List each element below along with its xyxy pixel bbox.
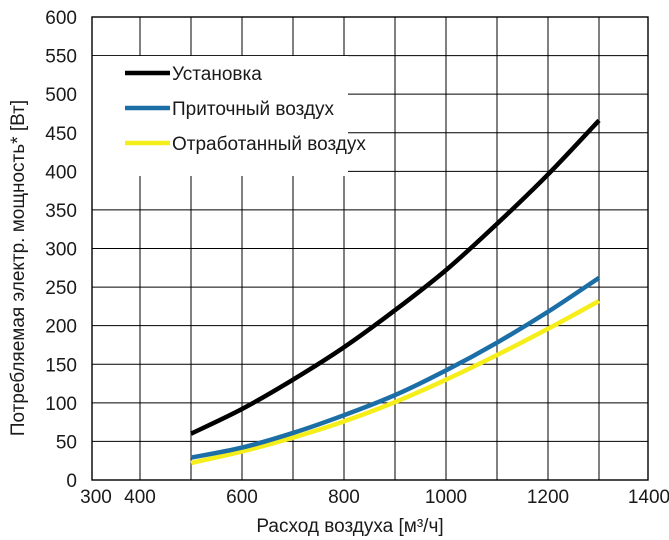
x-tick-label: 1400 <box>628 487 669 508</box>
legend-label-1: Приточный воздух <box>172 99 335 120</box>
legend <box>92 56 348 176</box>
y-tick-label: 200 <box>45 317 77 338</box>
y-tick-label: 550 <box>45 47 77 68</box>
legend-box <box>92 56 348 176</box>
x-tick-label: 800 <box>328 487 360 508</box>
series-line-1 <box>190 275 601 460</box>
legend-label-2: Отработанный воздух <box>172 134 366 155</box>
y-tick-label: 350 <box>45 201 77 222</box>
y-tick-label: 500 <box>45 85 77 106</box>
y-tick-label: 300 <box>45 240 77 261</box>
y-tick-label: 600 <box>45 8 77 29</box>
series-layer <box>190 118 601 466</box>
y-axis-label: Потребляемая электр. мощность* [Вт] <box>8 100 29 436</box>
y-tick-label: 250 <box>45 278 77 299</box>
x-tick-label: 600 <box>226 487 258 508</box>
tick-labels: 0 50 100 150 200 250 300 350 400 450 500 550 600 300 4… <box>45 8 669 508</box>
series-line-0 <box>190 118 601 436</box>
y-tick-label: 100 <box>45 394 77 415</box>
x-tick-label: 400 <box>124 487 156 508</box>
y-tick-label: 50 <box>56 432 77 453</box>
legend-label-0: Установка <box>172 64 262 85</box>
x-axis-label: Расход воздуха [м³/ч] <box>256 516 443 537</box>
series-line-2 <box>190 298 601 466</box>
x-tick-label: 1000 <box>425 487 467 508</box>
plot-frame <box>91 16 649 481</box>
y-tick-label: 400 <box>45 162 77 183</box>
x-tick-label: 300 <box>80 487 112 508</box>
y-tick-label: 0 <box>66 471 77 492</box>
y-tick-label: 450 <box>45 124 77 145</box>
legend-items: Установка Приточный воздух Отработанный во… <box>125 64 366 155</box>
x-tick-label: 1200 <box>527 487 569 508</box>
y-tick-label: 150 <box>45 355 77 376</box>
